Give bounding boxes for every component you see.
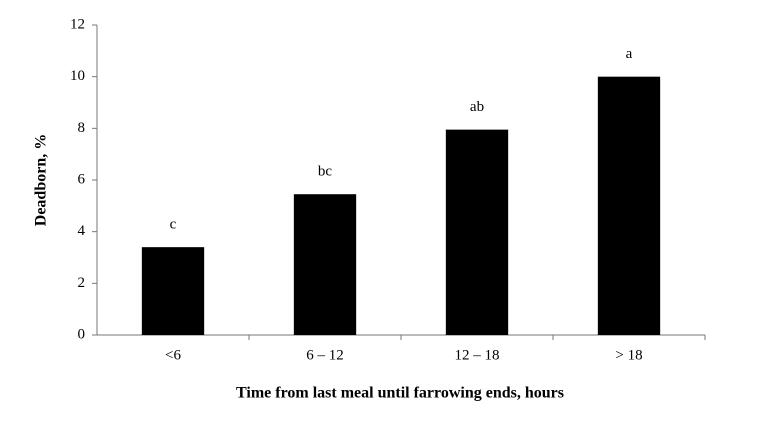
y-tick-label: 12 [70,16,85,32]
x-tick-label: > 18 [615,347,642,363]
bar-annotation: c [170,217,177,233]
bar [597,76,661,336]
y-tick-label: 10 [70,68,85,84]
y-tick-label: 0 [78,326,86,342]
y-tick-label: 6 [78,171,86,187]
y-axis-label: Deadborn, % [33,134,50,226]
bar-annotation: a [626,46,633,62]
y-tick-label: 8 [78,120,86,136]
bar-annotation: ab [470,99,484,115]
bar [141,247,205,335]
y-tick-label: 4 [78,223,86,239]
x-axis-label: Time from last meal until farrowing ends… [236,385,564,402]
x-tick-label: <6 [165,347,181,363]
y-tick-label: 2 [78,275,86,291]
x-tick-label: 12 – 18 [455,347,500,363]
x-tick-label: 6 – 12 [306,347,344,363]
bar-annotation: bc [318,164,333,180]
bar [293,194,357,335]
bar [445,129,509,335]
